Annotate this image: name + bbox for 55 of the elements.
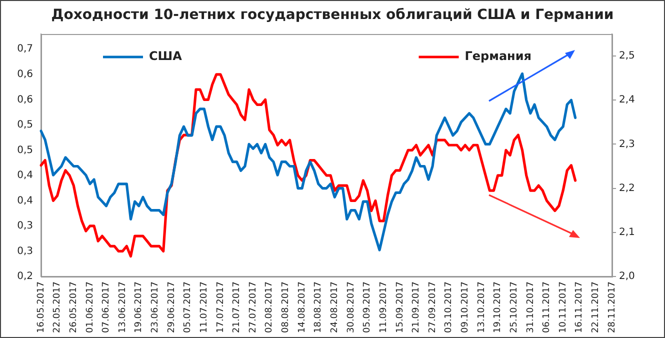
- y-tick-label: 0,2: [17, 271, 33, 282]
- y-tick-label: 0,6: [17, 69, 33, 80]
- x-tick-label: 08.08.2017: [281, 281, 292, 333]
- x-tick-label: 19.06.2017: [134, 281, 144, 333]
- y-tick-label: 0,4: [17, 195, 33, 206]
- x-tick-label: 24.08.2017: [330, 281, 340, 333]
- y2-tick-label: 2,5: [619, 50, 635, 62]
- x-tick-label: 05.07.2017: [183, 281, 194, 333]
- x-tick-label: 10.11.2017: [558, 281, 568, 333]
- y2-tick-label: 2,4: [619, 94, 635, 106]
- legend-label: США: [149, 49, 183, 64]
- x-tick-label: 01.06.2017: [85, 281, 96, 333]
- x-tick-label: 05.09.2017: [362, 281, 373, 333]
- x-tick-label: 22.11.2017: [591, 281, 602, 333]
- x-tick-label: 21.07.2017: [232, 281, 242, 333]
- x-tick-label: 27.09.2017: [428, 281, 438, 333]
- x-tick-label: 16.11.2017: [574, 281, 585, 333]
- y-tick-label: 0,5: [17, 144, 33, 156]
- x-tick-label: 16.05.2017: [36, 281, 46, 333]
- y-tick-label: 0,4: [17, 170, 33, 182]
- x-tick-label: 15.09.2017: [395, 281, 406, 333]
- x-tick-label: 11.07.2017: [199, 281, 210, 333]
- x-tick-label: 13.06.2017: [118, 281, 128, 333]
- x-tick-label: 07.06.2017: [102, 281, 112, 333]
- x-tick-label: 25.10.2017: [509, 281, 520, 333]
- x-tick-label: 18.08.2017: [314, 281, 324, 333]
- x-tick-label: 26.05.2017: [68, 281, 79, 333]
- chart-title: Доходности 10-летних государственных облигаций США и Германии: [50, 7, 615, 23]
- y2-tick-label: 2,0: [619, 271, 635, 282]
- x-tick-label: 21.09.2017: [412, 281, 422, 333]
- y2-tick-label: 2,1: [619, 226, 635, 238]
- y-tick-label: 0,3: [17, 246, 33, 257]
- x-tick-label: 27.07.2017: [248, 281, 258, 333]
- x-tick-label: 02.08.2017: [264, 281, 275, 333]
- y2-tick-label: 2,3: [619, 138, 635, 150]
- x-tick-label: 29.06.2017: [166, 281, 177, 333]
- x-tick-label: 06.11.2017: [542, 281, 552, 333]
- x-tick-label: 31.10.2017: [526, 281, 536, 333]
- x-tick-label: 23.06.2017: [150, 281, 161, 333]
- y-tick-label: 0,3: [17, 220, 33, 232]
- x-tick-label: 30.08.2017: [346, 281, 356, 333]
- x-tick-label: 28.11.2017: [607, 281, 618, 333]
- y-tick-label: 0,7: [17, 44, 33, 55]
- x-tick-label: 13.10.2017: [476, 281, 487, 333]
- y-tick-label: 0,5: [17, 120, 33, 131]
- y-tick-label: 0,6: [17, 94, 33, 106]
- x-tick-label: 22.05.2017: [52, 281, 63, 333]
- x-tick-label: 14.08.2017: [297, 281, 308, 333]
- y2-tick-label: 2,2: [619, 182, 635, 194]
- x-tick-label: 19.10.2017: [493, 281, 504, 333]
- x-tick-label: 11.09.2017: [378, 281, 389, 333]
- x-tick-label: 03.10.2017: [444, 281, 454, 333]
- x-tick-label: 17.07.2017: [216, 281, 226, 333]
- legend-label: Германия: [464, 49, 532, 64]
- x-tick-label: 09.10.2017: [460, 281, 471, 333]
